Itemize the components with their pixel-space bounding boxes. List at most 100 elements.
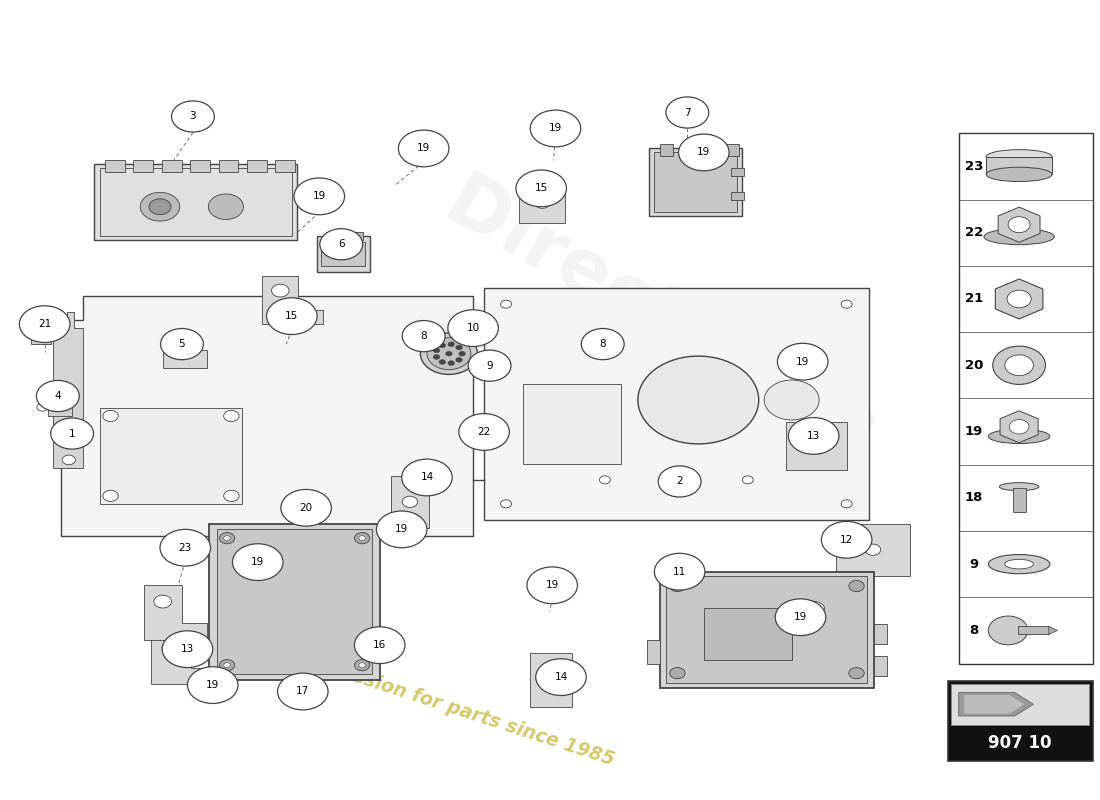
Circle shape xyxy=(160,530,210,566)
Ellipse shape xyxy=(988,554,1049,574)
Text: 10: 10 xyxy=(466,323,480,333)
Text: 20: 20 xyxy=(965,358,983,372)
Circle shape xyxy=(455,358,462,362)
Bar xyxy=(317,236,370,272)
Text: 8: 8 xyxy=(420,331,427,341)
Circle shape xyxy=(742,476,754,484)
Circle shape xyxy=(448,342,454,346)
Bar xyxy=(874,655,888,675)
Bar xyxy=(682,144,695,157)
Text: 6: 6 xyxy=(338,239,344,250)
Text: 19: 19 xyxy=(796,357,810,366)
Bar xyxy=(667,577,868,682)
Bar xyxy=(95,165,297,240)
Circle shape xyxy=(63,455,76,465)
Text: 19: 19 xyxy=(206,680,219,690)
Text: 19: 19 xyxy=(697,147,711,158)
Polygon shape xyxy=(1012,488,1025,512)
Bar xyxy=(219,161,239,172)
Circle shape xyxy=(266,298,317,334)
Circle shape xyxy=(670,581,685,592)
Bar xyxy=(660,144,673,157)
Circle shape xyxy=(1004,355,1033,376)
Text: 9: 9 xyxy=(486,361,493,370)
Circle shape xyxy=(776,599,826,635)
Circle shape xyxy=(272,284,289,297)
Circle shape xyxy=(277,673,328,710)
Polygon shape xyxy=(1000,410,1038,442)
Circle shape xyxy=(849,667,865,678)
Bar xyxy=(519,182,565,222)
Bar xyxy=(339,232,350,240)
Text: 1: 1 xyxy=(69,429,76,438)
Polygon shape xyxy=(262,276,322,324)
Text: 5: 5 xyxy=(178,339,185,349)
Text: 19: 19 xyxy=(549,123,562,134)
Circle shape xyxy=(433,354,440,359)
Text: 15: 15 xyxy=(535,183,548,194)
Text: 19: 19 xyxy=(965,425,983,438)
Ellipse shape xyxy=(988,616,1027,645)
Circle shape xyxy=(842,500,852,508)
Bar xyxy=(133,161,153,172)
Text: 19: 19 xyxy=(417,143,430,154)
Circle shape xyxy=(658,466,701,497)
Bar xyxy=(874,624,888,643)
Circle shape xyxy=(376,511,427,548)
Ellipse shape xyxy=(999,482,1038,490)
Bar xyxy=(162,161,182,172)
Circle shape xyxy=(403,496,418,507)
Circle shape xyxy=(398,130,449,167)
Circle shape xyxy=(294,178,344,214)
Circle shape xyxy=(162,630,212,667)
Bar xyxy=(660,572,874,687)
Bar xyxy=(209,524,380,679)
Text: 907 10: 907 10 xyxy=(989,734,1052,753)
Circle shape xyxy=(679,134,729,170)
Circle shape xyxy=(51,418,94,449)
Text: 14: 14 xyxy=(554,672,568,682)
Bar xyxy=(190,161,210,172)
Bar xyxy=(522,384,622,464)
Text: 12: 12 xyxy=(840,534,854,545)
Circle shape xyxy=(162,641,179,654)
Circle shape xyxy=(140,192,179,221)
Circle shape xyxy=(354,659,370,670)
Bar xyxy=(1018,626,1048,634)
Circle shape xyxy=(822,522,872,558)
Circle shape xyxy=(764,380,820,420)
Bar xyxy=(836,524,911,576)
Circle shape xyxy=(666,97,708,128)
Bar xyxy=(959,134,1092,663)
Circle shape xyxy=(20,306,70,342)
Bar xyxy=(952,683,1089,725)
Text: 21: 21 xyxy=(39,319,52,329)
Ellipse shape xyxy=(1004,559,1033,569)
Circle shape xyxy=(448,310,498,346)
Text: 19: 19 xyxy=(251,557,264,567)
Circle shape xyxy=(232,544,283,581)
Bar xyxy=(321,242,365,266)
Text: 19: 19 xyxy=(546,580,559,590)
Bar xyxy=(100,408,242,504)
Circle shape xyxy=(778,343,828,380)
Circle shape xyxy=(280,490,331,526)
Circle shape xyxy=(543,674,559,686)
Text: 19: 19 xyxy=(794,612,807,622)
Circle shape xyxy=(459,351,465,356)
Circle shape xyxy=(654,554,705,590)
Bar xyxy=(732,169,745,176)
Circle shape xyxy=(789,418,839,454)
Text: 13: 13 xyxy=(807,431,821,441)
Circle shape xyxy=(849,581,865,592)
Circle shape xyxy=(439,343,446,348)
Circle shape xyxy=(535,197,550,208)
Circle shape xyxy=(37,403,48,411)
Text: a passion for parts since 1985: a passion for parts since 1985 xyxy=(308,654,616,770)
Circle shape xyxy=(516,170,566,206)
Text: 7: 7 xyxy=(684,107,691,118)
Circle shape xyxy=(670,667,685,678)
Circle shape xyxy=(219,533,234,544)
Text: 4: 4 xyxy=(55,391,62,401)
Polygon shape xyxy=(54,312,84,468)
